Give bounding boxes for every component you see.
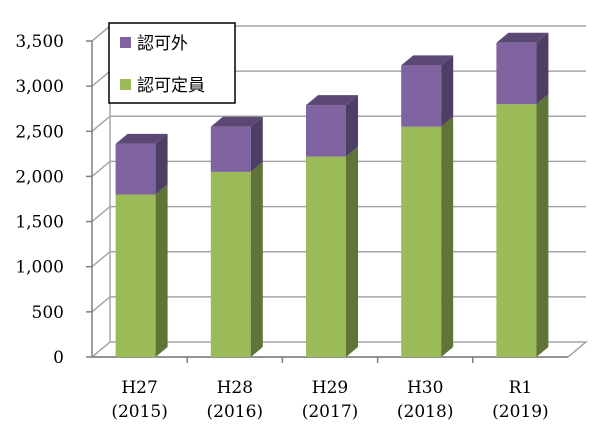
x-tick-label-year: (2019) (492, 402, 549, 422)
bar-segment-outside (401, 65, 442, 127)
bar-segment-capacity (496, 104, 537, 357)
x-tick-label-year: (2015) (111, 402, 168, 422)
x-tick-label-year: (2017) (302, 402, 359, 422)
gridline-depth (91, 25, 111, 42)
bar-segment-outside (115, 143, 156, 195)
x-tick-label-year: (2016) (207, 402, 264, 422)
x-tick-label: H30 (407, 378, 443, 398)
gridline-depth (91, 115, 111, 132)
bar-segment-outside (496, 42, 537, 105)
bar-segment-outside (210, 126, 251, 172)
bar-segment-capacity (401, 126, 442, 358)
gridline-depth (91, 205, 111, 223)
bar-segment-capacity-side (155, 184, 168, 357)
bar-segment-outside-top (115, 133, 168, 144)
bar-stack (306, 95, 358, 357)
bar-segment-capacity (306, 156, 346, 357)
x-tick-labels: H27 (2015) H28 (2016) H29 (2017) H30 (2018) R1 (2… (111, 378, 548, 422)
gridline-depth (91, 160, 111, 178)
bar-segment-outside-side (346, 95, 358, 157)
x-tick-label-year: (2018) (397, 402, 454, 422)
bar-segment-outside-side (250, 116, 263, 172)
y-tick-label: 3,500 (15, 32, 64, 52)
y-tick-label: 1,500 (15, 213, 64, 233)
bar-stack (115, 133, 168, 357)
legend-swatch-outside (120, 37, 131, 48)
y-tick-label: 1,000 (15, 258, 64, 278)
y-tick-label: 2,500 (15, 122, 64, 142)
bar-segment-outside-top (306, 95, 358, 106)
bar-segment-capacity-side (250, 161, 263, 357)
bar-segment-outside-side (441, 55, 454, 127)
legend-label-capacity: 認可定員 (137, 76, 205, 96)
x-tick-label: H28 (217, 378, 253, 398)
y-tick-label: 2,000 (15, 167, 64, 187)
bar-segment-outside-top (401, 55, 454, 66)
bar-segment-capacity (115, 194, 156, 357)
gridline-depth (91, 70, 111, 87)
bar-segment-capacity-side (441, 116, 454, 358)
x-tick-label: R1 (509, 378, 533, 398)
bar-segment-outside-side (536, 32, 549, 105)
x-tick-label: H27 (121, 378, 157, 398)
y-tick-label: 0 (53, 348, 64, 368)
bar-segment-outside-top (496, 32, 549, 43)
bar-segment-capacity (210, 171, 251, 357)
legend-swatch-capacity (120, 79, 131, 90)
bar-segment-outside-top (210, 116, 263, 127)
bar-segment-outside-side (155, 133, 168, 195)
y-tick-label: 500 (32, 303, 64, 323)
bar-stack (496, 32, 549, 357)
bar-segment-capacity-side (346, 146, 358, 357)
legend-label-outside: 認可外 (137, 34, 188, 54)
bar-segment-outside (306, 105, 346, 157)
bars (115, 32, 549, 358)
y-tick-labels: 0 500 1,000 1,500 2,000 2,500 3,000 3,500 (15, 32, 64, 368)
gridline-depth (91, 296, 111, 313)
bar-stack (401, 55, 454, 358)
legend: 認可外 認可定員 (108, 22, 236, 104)
gridline-depth (91, 251, 111, 268)
x-tick-label: H29 (312, 378, 348, 398)
y-tick-label: 3,000 (15, 77, 64, 97)
bar-stack (210, 116, 263, 357)
bar-segment-capacity-side (536, 94, 549, 357)
